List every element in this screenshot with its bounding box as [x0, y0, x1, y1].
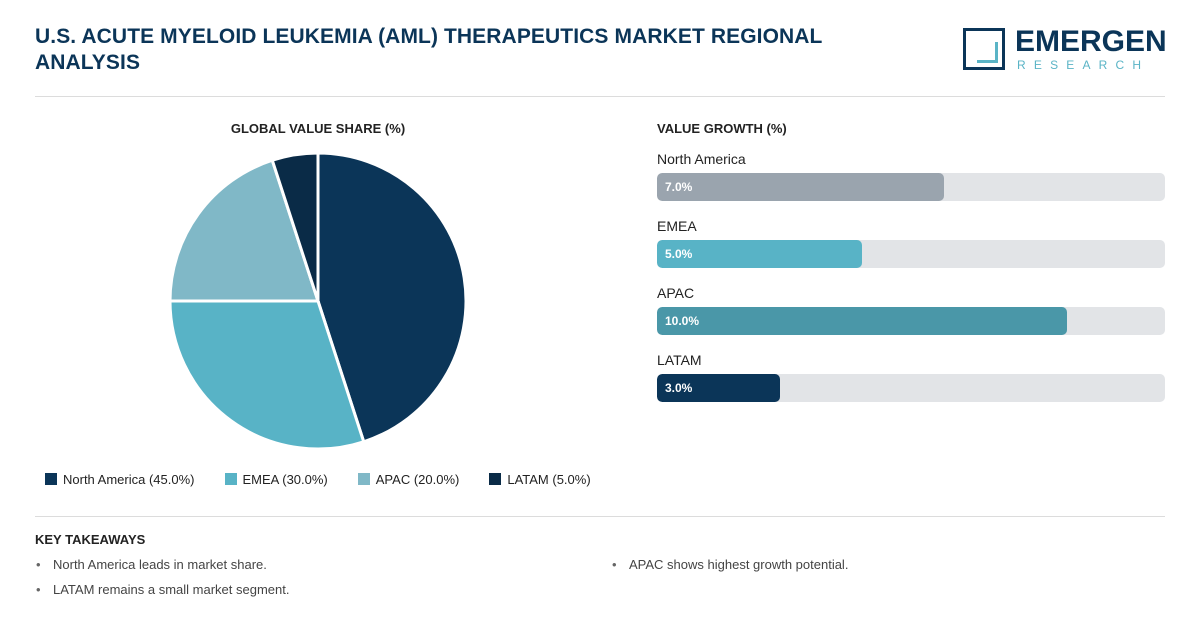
bar-row-apac: APAC 10.0% — [657, 283, 1165, 335]
legend-swatch — [224, 473, 237, 485]
legend-item-north-america: North America (45.0%) — [45, 472, 195, 487]
bar-chart-title: VALUE GROWTH (%) — [657, 121, 787, 136]
legend-item-latam: LATAM (5.0%) — [489, 471, 591, 487]
legend-item-emea: EMEA (30.0%) — [224, 471, 328, 487]
bar-value-label: 10.0% — [665, 314, 700, 328]
bar-apac — [657, 307, 1067, 335]
bar-track: 7.0% — [657, 173, 1165, 201]
legend-swatch — [489, 473, 502, 485]
pie-slice-apac — [168, 158, 321, 303]
bar-category-label: LATAM — [657, 352, 702, 368]
pie-slice-emea — [168, 299, 366, 451]
page-title: U.S. ACUTE MYELOID LEUKEMIA (AML) THERAP… — [35, 25, 823, 74]
pie-slice-latam — [270, 151, 320, 302]
pie-legend: North America (45.0%) EMEA (30.0%) APAC … — [45, 470, 621, 488]
takeaway-item: APAC shows highest growth potential. — [612, 557, 848, 573]
legend-label: LATAM (5.0%) — [507, 471, 591, 487]
takeaway-item: LATAM remains a small market segment. — [36, 582, 290, 598]
logo-wordmark: EMERGEN — [1015, 25, 1167, 58]
logo-mark-icon — [963, 28, 1005, 70]
bar-row-north-america: North America 7.0% — [657, 149, 1165, 201]
bar-value-label: 5.0% — [665, 247, 693, 261]
bar-value-label: 3.0% — [665, 381, 693, 395]
bar-row-latam: LATAM 3.0% — [657, 350, 1165, 402]
bar-category-label: North America — [657, 151, 746, 167]
bar-emea — [657, 240, 862, 268]
bar-track: 3.0% — [657, 374, 1165, 402]
legend-label: North America (45.0%) — [63, 471, 195, 487]
section-divider — [35, 516, 1165, 517]
pie-slice-north-america — [316, 151, 468, 444]
takeaway-item: North America leads in market share. — [36, 557, 267, 573]
legend-swatch — [357, 473, 370, 485]
bar-track: 10.0% — [657, 307, 1165, 335]
bar-category-label: EMEA — [657, 218, 697, 234]
header: U.S. ACUTE MYELOID LEUKEMIA (AML) THERAP… — [35, 24, 1167, 97]
legend-item-apac: APAC (20.0%) — [357, 471, 460, 487]
bar-track: 5.0% — [657, 240, 1165, 268]
bar-latam — [657, 374, 780, 402]
emergen-research-logo: EMERGEN RESEARCH — [963, 26, 1167, 74]
legend-label: APAC (20.0%) — [375, 471, 460, 487]
key-takeaways-title: KEY TAKEAWAYS — [35, 532, 146, 547]
legend-label: EMEA (30.0%) — [242, 471, 328, 487]
legend-swatch — [45, 473, 57, 485]
bar-row-emea: EMEA 5.0% — [657, 216, 1165, 268]
logo-subtitle: RESEARCH — [1017, 58, 1150, 72]
bar-category-label: APAC — [657, 285, 695, 301]
bar-north-america — [657, 173, 944, 201]
pie-chart — [168, 151, 468, 451]
pie-chart-title: GLOBAL VALUE SHARE (%) — [230, 121, 406, 136]
bar-value-label: 7.0% — [665, 180, 693, 194]
